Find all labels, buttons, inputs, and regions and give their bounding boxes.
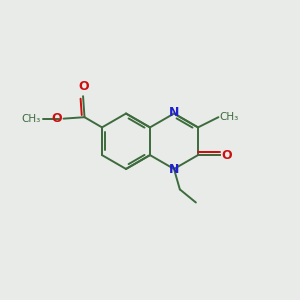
- Text: N: N: [169, 106, 179, 119]
- Text: N: N: [169, 163, 179, 176]
- Text: CH₃: CH₃: [220, 112, 239, 122]
- Text: O: O: [78, 80, 89, 93]
- Text: O: O: [51, 112, 62, 125]
- Text: O: O: [222, 148, 232, 162]
- Text: CH₃: CH₃: [22, 114, 41, 124]
